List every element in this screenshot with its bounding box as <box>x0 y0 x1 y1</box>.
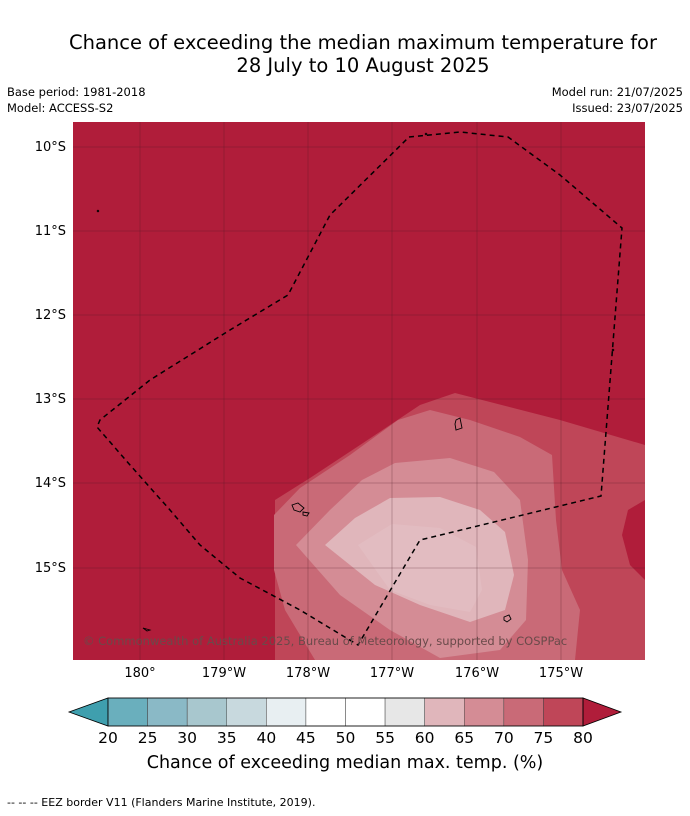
lat-labels: 10°S 11°S 12°S 13°S 14°S 15°S <box>35 140 66 576</box>
colorbar-swatch <box>226 697 267 727</box>
graticule <box>73 122 645 660</box>
colorbar-swatch <box>186 697 228 727</box>
map-title: Chance of exceeding the median maximum t… <box>20 31 690 77</box>
model-name: Model: ACCESS-S2 <box>7 101 114 115</box>
meta-right: Model run: 21/07/2025 Issued: 23/07/2025 <box>552 84 683 116</box>
title-line-1: Chance of exceeding the median maximum t… <box>68 31 658 54</box>
lat-label-14s: 14°S <box>35 476 66 491</box>
colorbar-swatch <box>384 697 425 727</box>
colorbar-tick-label: 50 <box>336 729 356 747</box>
model-run: Model run: 21/07/2025 <box>551 85 683 99</box>
colorbar-swatch <box>464 697 505 727</box>
eez-footnote: -- -- -- EEZ border V11 (Flanders Marine… <box>7 796 316 809</box>
island-dot-1 <box>96 209 100 213</box>
colorbar-tick-label: 70 <box>494 729 514 747</box>
colorbar-swatch <box>147 697 188 727</box>
lon-label-177w: 177°W <box>370 666 414 681</box>
copyright-text: © Commonwealth of Australia 2025, Bureau… <box>83 634 567 648</box>
colorbar-tick-label: 75 <box>534 729 554 747</box>
contour-60-65-core <box>358 524 482 612</box>
colorbar-tick-label: 45 <box>296 729 316 747</box>
colorbar-tick-label: 60 <box>415 729 435 747</box>
island-southwest <box>142 627 152 632</box>
lon-label-175w: 175°W <box>539 666 583 681</box>
lon-label-179w: 179°W <box>202 666 246 681</box>
lat-label-11s: 11°S <box>35 224 66 239</box>
colorbar-swatch <box>266 697 307 727</box>
colorbar: 20 25 30 35 40 45 50 55 60 65 70 75 80 <box>67 697 623 747</box>
colorbar-extend-low <box>67 697 109 727</box>
colorbar-swatch <box>424 697 465 727</box>
colorbar-swatch <box>543 697 584 727</box>
colorbar-extend-high <box>582 697 623 727</box>
island-dot-2 <box>424 132 428 136</box>
lat-label-13s: 13°S <box>35 392 66 407</box>
lon-label-176w: 176°W <box>455 666 499 681</box>
colorbar-tick-label: 40 <box>256 729 276 747</box>
island-dot-3 <box>611 348 615 352</box>
lat-label-10s: 10°S <box>35 140 66 155</box>
colorbar-swatch <box>503 697 544 727</box>
lon-labels: 180° 179°W 178°W 177°W 176°W 175°W <box>124 666 583 681</box>
island-south <box>503 614 512 623</box>
title-line-2: 28 July to 10 August 2025 <box>236 54 490 77</box>
islands <box>96 132 615 632</box>
colorbar-tick-label: 30 <box>177 729 197 747</box>
lat-label-15s: 15°S <box>35 561 66 576</box>
colorbar-tick-label: 20 <box>98 729 118 747</box>
colorbar-title: Chance of exceeding median max. temp. (%… <box>146 753 544 773</box>
island-west-1 <box>291 502 305 513</box>
lat-label-12s: 12°S <box>35 308 66 323</box>
colorbar-tick-label: 80 <box>573 729 593 747</box>
eez-border <box>96 131 623 647</box>
map-panel: © Commonwealth of Australia 2025, Bureau… <box>73 122 645 660</box>
colorbar-tick-label: 35 <box>217 729 237 747</box>
island-east <box>454 417 463 431</box>
lon-label-180: 180° <box>124 666 155 681</box>
island-west-2 <box>302 511 310 517</box>
contour-above-80-east <box>622 500 645 580</box>
issued-date: Issued: 23/07/2025 <box>572 101 683 115</box>
colorbar-tick-label: 25 <box>138 729 158 747</box>
colorbar-swatch <box>305 697 346 727</box>
base-period: Base period: 1981-2018 <box>7 85 146 99</box>
colorbar-outline <box>107 697 584 727</box>
colorbar-swatch <box>107 697 148 727</box>
meta-left: Base period: 1981-2018 Model: ACCESS-S2 <box>7 84 146 116</box>
colorbar-tick-label: 55 <box>375 729 395 747</box>
colorbar-tick-label: 65 <box>454 729 474 747</box>
lon-label-178w: 178°W <box>286 666 330 681</box>
colorbar-swatch <box>345 697 386 727</box>
